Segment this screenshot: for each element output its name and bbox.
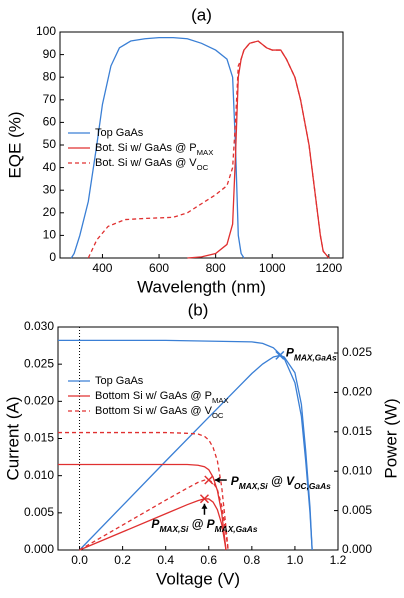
annotation: PMAX,GaAs: [286, 346, 337, 363]
arrow-head: [214, 477, 220, 484]
y-tick-label: 60: [43, 115, 57, 129]
y-tick-label: 20: [43, 205, 57, 219]
y-axis-label: EQE (%): [5, 111, 24, 178]
y-tick-label: 90: [43, 47, 57, 61]
series-line: [58, 463, 227, 551]
y2-axis-label: Power (W): [381, 398, 400, 478]
y-tick-label: 80: [43, 69, 57, 83]
chart-title: (b): [188, 300, 209, 319]
y2-tick-label: 0.010: [342, 463, 372, 477]
max-power-marker: [199, 494, 209, 504]
y-tick-label: 0.015: [24, 431, 54, 445]
arrow-head: [201, 503, 208, 509]
y-tick-label: 10: [43, 228, 57, 242]
y-tick-label: 50: [43, 137, 57, 151]
y-tick-label: 0: [49, 250, 56, 264]
x-tick-label: 0.2: [114, 553, 131, 567]
y2-tick-label: 0.025: [342, 345, 372, 359]
max-power-marker: [204, 475, 214, 485]
y-tick-label: 30: [43, 182, 57, 196]
power-line: [79, 498, 227, 551]
chart-title: (a): [191, 5, 212, 24]
x-axis-label: Voltage (V): [156, 569, 240, 588]
y2-tick-label: 0.020: [342, 385, 372, 399]
y2-tick-label: 0.015: [342, 424, 372, 438]
x-tick-label: 1.0: [287, 553, 304, 567]
y-tick-label: 70: [43, 92, 57, 106]
x-tick-label: 600: [149, 261, 169, 275]
y-tick-label: 0.000: [24, 542, 54, 556]
y-tick-label: 0.010: [24, 468, 54, 482]
y2-tick-label: 0.000: [342, 542, 372, 556]
x-tick-label: 800: [206, 261, 226, 275]
legend-label: Bot. Si w/ GaAs @ PMAX: [95, 142, 213, 157]
x-tick-label: 0.6: [200, 553, 217, 567]
x-axis-label: Wavelength (nm): [137, 277, 266, 296]
y-tick-label: 100: [36, 24, 56, 38]
max-power-marker: [275, 350, 285, 360]
power-line: [79, 354, 313, 551]
x-tick-label: 400: [92, 261, 112, 275]
x-tick-label: 1.2: [330, 553, 347, 567]
series-line: [70, 37, 245, 259]
x-tick-label: 0.0: [71, 553, 88, 567]
y-tick-label: 0.030: [24, 319, 54, 333]
legend-label: Bot. Si w/ GaAs @ VOC: [95, 157, 209, 172]
y-tick-label: 0.005: [24, 505, 54, 519]
annotation: PMAX,Si @ PMAX,GaAs: [151, 517, 257, 534]
series-line: [58, 431, 229, 551]
y-tick-label: 0.025: [24, 356, 54, 370]
y2-tick-label: 0.005: [342, 503, 372, 517]
legend-label: Top GaAs: [95, 127, 144, 139]
y-tick-label: 0.020: [24, 394, 54, 408]
x-tick-label: 0.4: [157, 553, 174, 567]
x-tick-label: 1200: [315, 261, 342, 275]
legend-label: Top GaAs: [95, 375, 144, 387]
legend-label: Bottom Si w/ GaAs @ VOC: [95, 405, 224, 420]
annotation: PMAX,Si @ VOC,GaAs: [231, 474, 331, 491]
y-tick-label: 40: [43, 160, 57, 174]
series-line: [58, 339, 313, 551]
power-line: [79, 479, 229, 551]
x-tick-label: 0.8: [244, 553, 261, 567]
legend-label: Bottom Si w/ GaAs @ PMAX: [95, 390, 229, 405]
x-tick-label: 1000: [259, 261, 286, 275]
y-axis-label: Current (A): [3, 396, 22, 480]
